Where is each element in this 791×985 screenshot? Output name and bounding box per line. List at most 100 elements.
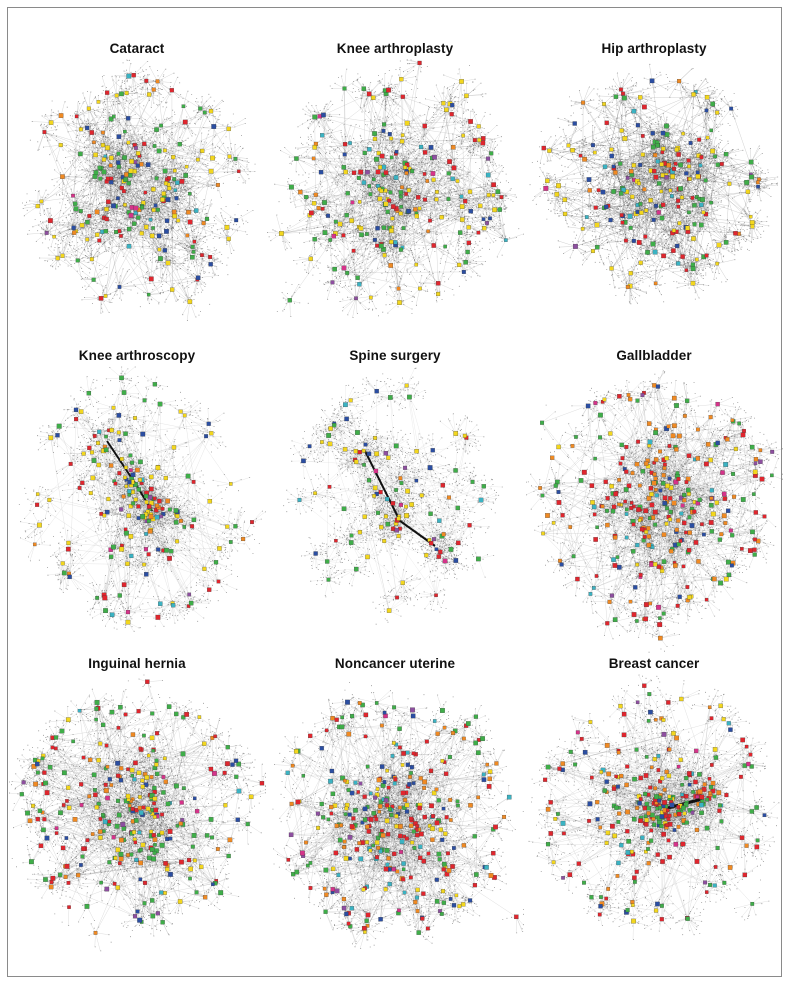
hub-node [753,537,757,542]
hub-node [133,497,138,502]
hub-node [664,132,670,137]
hub-node [385,862,390,867]
hub-node [551,860,556,865]
hub-node [86,106,91,111]
hub-node [652,562,658,567]
hub-node [113,481,118,486]
hub-node [705,442,711,447]
hub-node [94,706,99,711]
hub-node [441,101,446,106]
network-panel-spine-surgery: Spine surgery [266,348,524,668]
hub-node [662,466,667,471]
hub-node [495,189,501,195]
hub-node [131,830,137,835]
hub-node [623,238,628,243]
hub-node [131,501,136,506]
hub-node [412,845,417,850]
hub-node [708,882,713,887]
hub-node [358,781,363,786]
hub-node [129,767,135,773]
hub-node [709,496,714,501]
hub-node [308,733,313,739]
hub-node [450,103,455,108]
hub-node [547,148,552,153]
hub-node [363,734,368,739]
hub-node [499,195,504,199]
hub-node [103,447,109,453]
hub-node [156,233,162,239]
hub-node [114,229,119,234]
hub-node [579,736,584,741]
hub-node [342,86,347,91]
hub-node [655,901,660,907]
hub-node [345,191,350,196]
hub-node [103,229,109,234]
hub-node [124,90,129,96]
hub-node [631,238,636,243]
hub-node [336,873,341,878]
hub-node [709,128,713,133]
hub-node [557,766,562,771]
hub-node [602,397,607,402]
hub-node [450,144,456,150]
hub-node [398,805,402,810]
hub-node [339,724,345,730]
hub-node [643,791,648,797]
hub-node [177,899,183,904]
hub-node [363,930,367,934]
hub-node [476,124,481,129]
hub-node [362,150,367,156]
hub-node [151,832,156,838]
hub-node [365,912,371,918]
hub-node [390,501,396,506]
hub-node [171,603,176,608]
hub-node [129,799,133,804]
hub-node [342,142,348,147]
hub-node [646,496,652,501]
hub-node [719,162,724,166]
hub-node [680,782,684,787]
hub-node [126,116,131,121]
hub-node [166,176,171,181]
hub-node [582,749,588,755]
hub-node [581,469,587,475]
hub-node [104,509,110,515]
hub-node [202,741,207,746]
hub-node [723,151,729,157]
hub-node [684,480,689,485]
hub-node [422,150,428,155]
hub-node [624,535,629,540]
hub-node [731,471,736,476]
hub-node [151,208,156,213]
hub-node [744,843,749,848]
hub-node [384,803,390,808]
hub-node [72,816,78,822]
hub-node [704,825,710,831]
hub-node [130,806,135,811]
edges [525,370,783,647]
hub-node [228,540,233,544]
hub-node [142,398,147,403]
hub-node [562,197,568,202]
hub-node [362,463,366,467]
hub-node [733,446,738,452]
hub-node [330,866,336,872]
hub-node [647,516,652,520]
hub-node [404,809,410,814]
hub-node [388,228,394,234]
hub-node [595,800,600,805]
hub-node [680,254,685,259]
hub-node [144,500,149,505]
hub-node [750,224,755,229]
hub-node [692,203,697,208]
hub-node [122,155,127,160]
hub-node [599,895,603,899]
hub-node [648,709,653,715]
hub-node [217,546,222,551]
hub-node [134,857,139,862]
hub-node [371,843,375,848]
hub-node [610,509,616,514]
hub-node [685,916,690,921]
hub-node [582,880,586,885]
hub-node [694,748,699,754]
